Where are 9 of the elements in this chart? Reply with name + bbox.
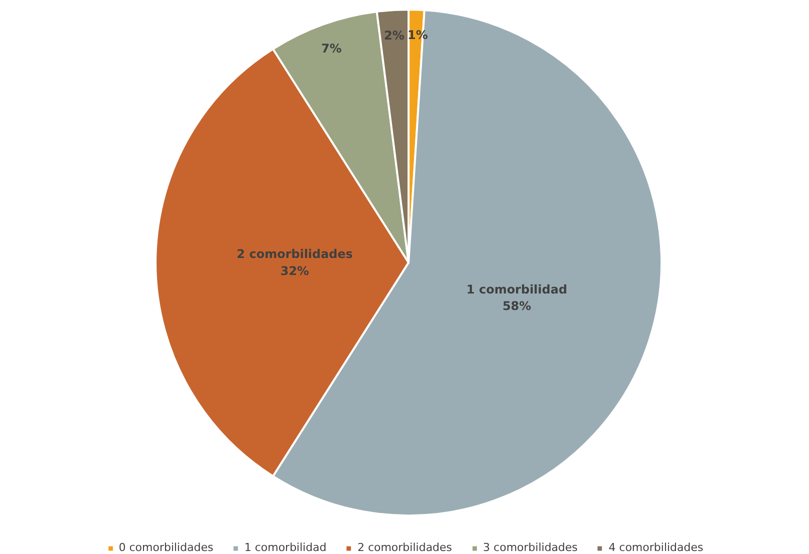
legend-label: 2 comorbilidades (357, 541, 452, 554)
legend-label: 1 comorbilidad (244, 541, 326, 554)
data-label: 2% (384, 28, 404, 42)
legend-label: 0 comorbilidades (118, 541, 214, 554)
data-label: 2 comorbilidades 32% (236, 247, 353, 278)
legend-label: 4 comorbilidades (608, 541, 704, 554)
data-label: 7% (321, 41, 342, 56)
legend-label: 3 comorbilidades (483, 541, 578, 554)
data-label: 1 comorbilidad 58% (466, 282, 568, 314)
